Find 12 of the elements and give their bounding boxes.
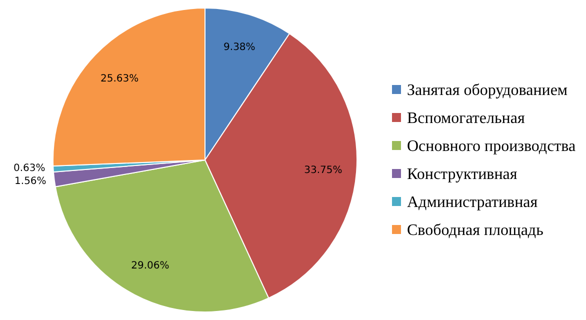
legend-label: Вспомогательная (407, 110, 526, 127)
data-label: 9.38% (224, 42, 256, 54)
data-label: 0.63% (14, 162, 46, 174)
legend-label: Основного производства (407, 138, 576, 155)
legend-label: Административная (407, 194, 538, 211)
data-label: 1.56% (14, 176, 46, 187)
legend-label: Занятая оборудованием (407, 82, 568, 99)
data-label: 25.63% (100, 73, 139, 84)
data-label: 33.75% (304, 164, 342, 176)
data-label: 29.06% (131, 260, 170, 272)
legend-label: Конструктивная (407, 166, 518, 183)
legend-label: Свободная площадь (407, 222, 544, 239)
